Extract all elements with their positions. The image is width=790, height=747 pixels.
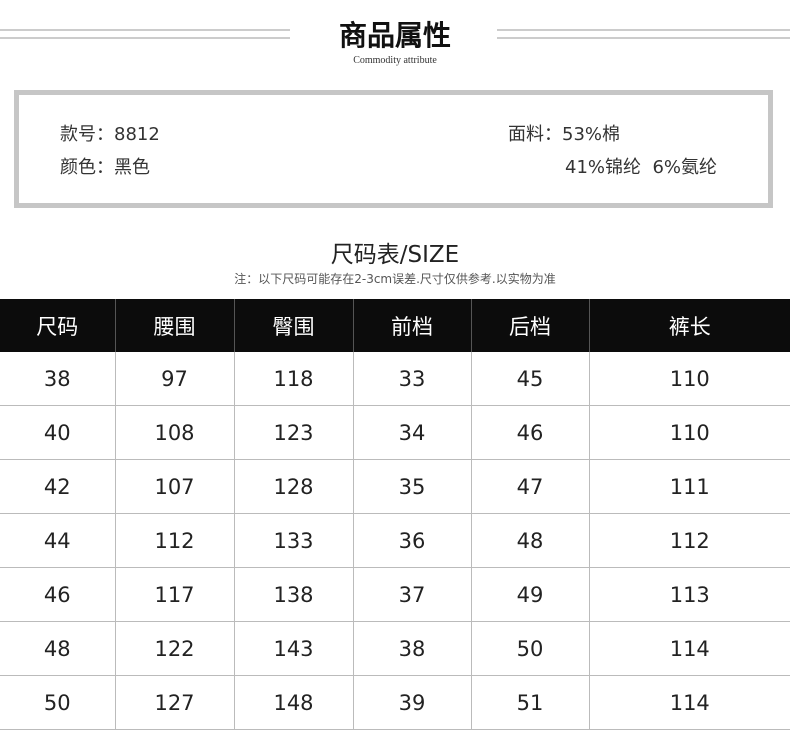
column-header: 裤长 (588, 299, 790, 352)
table-cell: 143 (233, 621, 353, 676)
size-chart-title: 尺码表/SIZE (330, 242, 460, 268)
table-cell: 133 (233, 513, 353, 568)
decorative-line-left (0, 29, 290, 39)
table-cell: 148 (233, 675, 353, 730)
table-cell: 50 (470, 621, 589, 676)
section-title: 商品属性 (338, 19, 451, 52)
table-cell: 42 (0, 459, 115, 514)
table-cell: 110 (588, 405, 790, 460)
table-cell: 127 (114, 675, 234, 730)
table-cell: 35 (352, 459, 471, 514)
table-cell: 38 (352, 621, 471, 676)
table-cell: 39 (352, 675, 471, 730)
table-cell: 117 (114, 567, 234, 622)
table-cell: 138 (233, 567, 353, 622)
table-cell: 110 (588, 352, 790, 406)
table-cell: 44 (0, 513, 115, 568)
color: 颜色：黑色 (60, 157, 150, 178)
table-cell: 108 (114, 405, 234, 460)
table-cell: 49 (470, 567, 589, 622)
table-cell: 128 (233, 459, 353, 514)
table-cell: 123 (233, 405, 353, 460)
table-cell: 38 (0, 352, 115, 406)
size-chart-note: 注：以下尺码可能存在2-3cm误差.尺寸仅供参考.以实物为准 (234, 272, 556, 286)
table-cell: 33 (352, 352, 471, 406)
table-row: 44 112 133 36 48 112 (0, 513, 790, 568)
table-cell: 34 (352, 405, 471, 460)
attributes-box (14, 90, 773, 208)
table-cell: 112 (114, 513, 234, 568)
column-header: 腰围 (114, 299, 234, 352)
table-row: 42 107 128 35 47 111 (0, 459, 790, 514)
table-cell: 118 (233, 352, 353, 406)
column-header: 臀围 (233, 299, 353, 352)
table-row: 46 117 138 37 49 113 (0, 567, 790, 622)
table-cell: 37 (352, 567, 471, 622)
table-row: 48 122 143 38 50 114 (0, 621, 790, 676)
column-header: 尺码 (0, 299, 115, 352)
section-subtitle: Commodity attribute (353, 55, 437, 66)
decorative-line-right (497, 29, 790, 39)
table-cell: 114 (588, 621, 790, 676)
table-cell: 46 (470, 405, 589, 460)
table-cell: 36 (352, 513, 471, 568)
column-header: 后档 (470, 299, 589, 352)
table-cell: 48 (470, 513, 589, 568)
table-cell: 48 (0, 621, 115, 676)
table-cell: 97 (114, 352, 234, 406)
table-cell: 46 (0, 567, 115, 622)
table-row: 50 127 148 39 51 114 (0, 675, 790, 730)
table-cell: 112 (588, 513, 790, 568)
table-cell: 111 (588, 459, 790, 514)
table-cell: 45 (470, 352, 589, 406)
style-number: 款号：8812 (60, 124, 160, 145)
table-cell: 40 (0, 405, 115, 460)
size-table: 尺码 腰围 臀围 前档 后档 裤长 38 97 118 33 45 110 40 108 123 34 46 11… (0, 299, 790, 730)
table-row: 38 97 118 33 45 110 (0, 352, 790, 406)
table-cell: 107 (114, 459, 234, 514)
table-cell: 47 (470, 459, 589, 514)
fabric-continued: 41%锦纶 6%氨纶 (565, 157, 718, 178)
table-cell: 114 (588, 675, 790, 730)
table-cell: 122 (114, 621, 234, 676)
table-cell: 51 (470, 675, 589, 730)
table-cell: 50 (0, 675, 115, 730)
fabric: 面料：53%棉 (508, 124, 621, 145)
table-cell: 113 (588, 567, 790, 622)
table-row: 40 108 123 34 46 110 (0, 405, 790, 460)
column-header: 前档 (352, 299, 471, 352)
